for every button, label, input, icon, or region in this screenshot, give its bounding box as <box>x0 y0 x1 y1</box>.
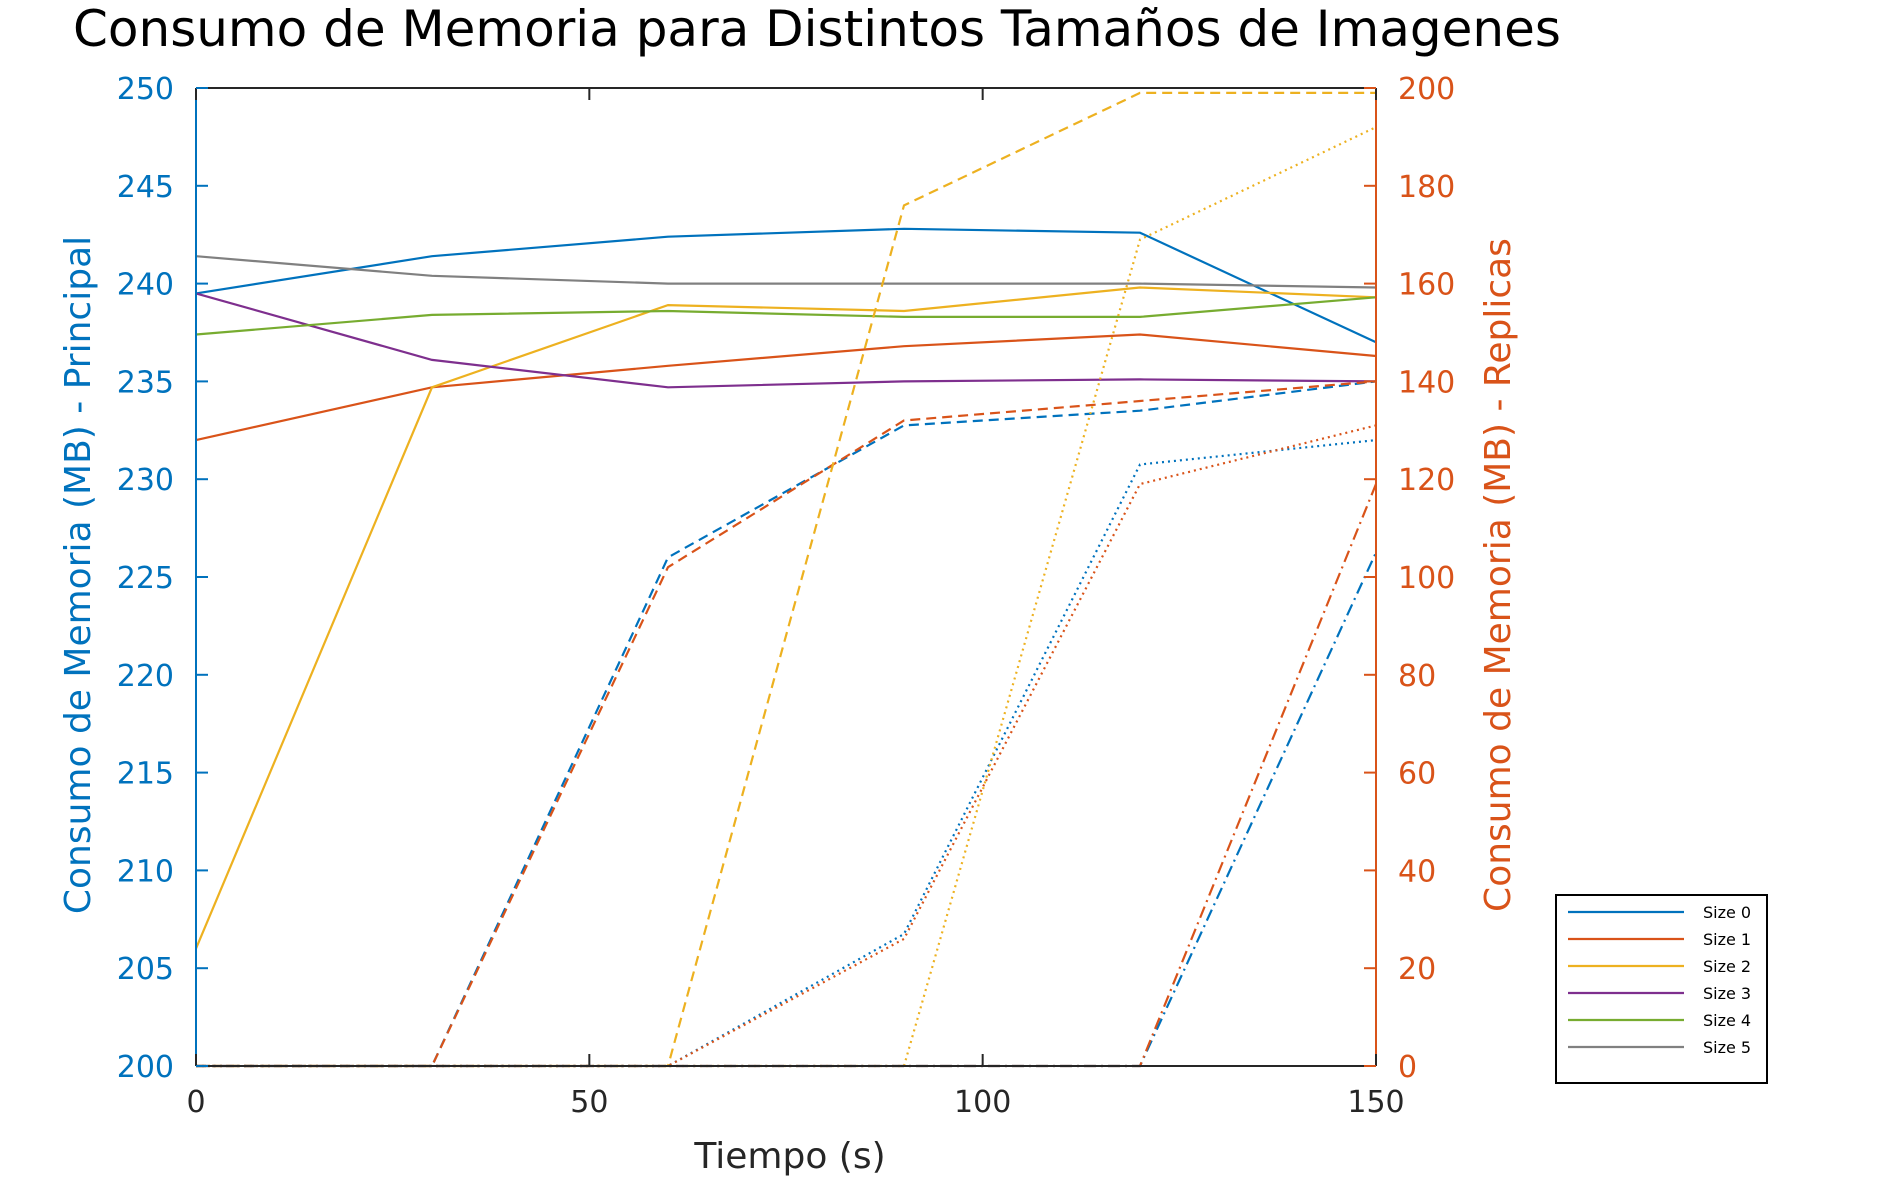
legend-entry: Size 2 <box>1703 957 1751 976</box>
size-4-line <box>195 296 1377 336</box>
y-axis-right-label: Consumo de Memoria (MB) - Replicas <box>1478 238 1519 912</box>
y-right-tick-label: 80 <box>1398 659 1436 694</box>
y-right-tick-label: 20 <box>1398 952 1436 987</box>
size-1-line <box>195 333 1377 442</box>
x-tick-label: 100 <box>954 1085 1011 1120</box>
series-layer <box>194 91 1378 1068</box>
replica-dotted-11-line <box>196 126 1377 1068</box>
y-axis-left-label: Consumo de Memoria (MB) - Principal <box>58 236 99 914</box>
size-2-line <box>194 286 1377 950</box>
y-right-tick-label: 100 <box>1398 561 1455 596</box>
y-left-tick-label: 250 <box>117 72 174 107</box>
y-left-tick-label: 230 <box>117 463 174 498</box>
legend-entry: Size 3 <box>1703 984 1751 1003</box>
x-axis-label: Tiempo (s) <box>693 1136 885 1177</box>
y-left-tick-label: 225 <box>117 561 174 596</box>
x-tick-label: 0 <box>186 1085 205 1120</box>
y-left-tick-label: 220 <box>117 659 174 694</box>
size-5-line <box>195 255 1377 289</box>
legend-entry: Size 4 <box>1703 1011 1751 1030</box>
y-left-tick-label: 245 <box>117 170 174 205</box>
y-right-tick-label: 200 <box>1398 72 1455 107</box>
y-left-tick-label: 240 <box>117 268 174 303</box>
chart-title: Consumo de Memoria para Distintos Tamaño… <box>73 0 1561 58</box>
size-0-line <box>195 227 1377 344</box>
x-tick-label: 150 <box>1347 1085 1404 1120</box>
replica-dashed-6-line <box>196 380 1377 1068</box>
y-right-tick-label: 180 <box>1398 170 1455 205</box>
legend-entry: Size 0 <box>1703 903 1751 922</box>
y-left-tick-label: 200 <box>117 1050 174 1085</box>
y-left-tick-label: 215 <box>117 757 174 792</box>
legend-box <box>1555 894 1768 1084</box>
y-right-tick-label: 120 <box>1398 463 1455 498</box>
y-right-tick-label: 140 <box>1398 365 1455 400</box>
y-right-tick-label: 160 <box>1398 268 1455 303</box>
replica-dashed-7-line <box>196 380 1377 1068</box>
replica-dashdot-12-line <box>196 552 1377 1068</box>
legend-entry: Size 1 <box>1703 930 1751 949</box>
replica-dotted-9-line <box>196 439 1377 1068</box>
x-tick-label: 50 <box>570 1085 608 1120</box>
y-right-tick-label: 0 <box>1398 1050 1417 1085</box>
replica-dotted-10-line <box>196 424 1377 1068</box>
size-3-line <box>195 292 1377 389</box>
y-left-tick-label: 205 <box>117 952 174 987</box>
y-right-tick-label: 40 <box>1398 854 1436 889</box>
ticks-layer: 0 50 100 1502002052102152202252302352402452… <box>117 72 1456 1120</box>
y-right-tick-label: 60 <box>1398 757 1436 792</box>
legend: Size 0 Size 1 Size 2 Size 3 Size 4 Size 5 <box>1555 894 1768 1084</box>
replica-dashdot-13-line <box>196 483 1378 1068</box>
y-left-tick-label: 235 <box>117 365 174 400</box>
replica-dashed-8-line <box>196 91 1376 1068</box>
y-left-tick-label: 210 <box>117 854 174 889</box>
legend-entry: Size 5 <box>1703 1038 1751 1057</box>
axes-layer <box>195 87 1377 1067</box>
